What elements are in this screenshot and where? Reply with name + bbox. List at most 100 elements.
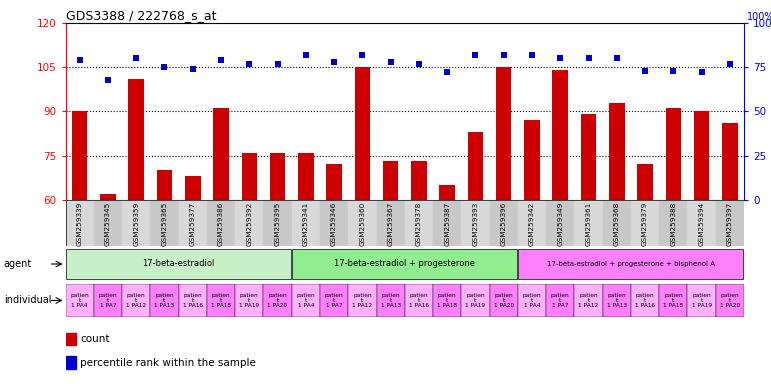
Text: patien
t
1 PA18: patien t 1 PA18 <box>663 293 683 308</box>
Bar <box>94 200 122 246</box>
Text: individual: individual <box>4 295 52 306</box>
Text: patien
t
1 PA20: patien t 1 PA20 <box>268 293 288 308</box>
Bar <box>581 114 596 200</box>
Bar <box>235 284 264 317</box>
Bar <box>518 249 743 279</box>
Bar <box>100 194 116 200</box>
Bar <box>665 108 681 200</box>
Bar <box>688 200 715 246</box>
Text: GSM259393: GSM259393 <box>473 202 479 246</box>
Bar <box>411 161 426 200</box>
Bar <box>207 200 235 246</box>
Bar <box>66 356 76 369</box>
Text: GSM259359: GSM259359 <box>133 202 140 246</box>
Bar <box>524 120 540 200</box>
Bar <box>383 161 399 200</box>
Bar <box>122 284 150 317</box>
Bar <box>66 249 291 279</box>
Bar <box>264 284 291 317</box>
Bar <box>348 200 376 246</box>
Text: patien
t
1 PA16: patien t 1 PA16 <box>635 293 655 308</box>
Bar <box>405 284 433 317</box>
Point <box>271 61 284 67</box>
Text: patien
t
1 PA13: patien t 1 PA13 <box>154 293 174 308</box>
Bar <box>694 111 709 200</box>
Bar <box>150 200 179 246</box>
Bar <box>291 284 320 317</box>
Text: GSM259377: GSM259377 <box>190 202 196 246</box>
Bar <box>179 200 207 246</box>
Bar <box>129 79 144 200</box>
Text: 17-beta-estradiol: 17-beta-estradiol <box>143 260 215 268</box>
Text: GSM259392: GSM259392 <box>246 202 252 246</box>
Text: patien
t
1 PA12: patien t 1 PA12 <box>352 293 372 308</box>
Bar <box>405 200 433 246</box>
Bar <box>355 67 370 200</box>
Point <box>328 59 340 65</box>
Bar <box>659 200 688 246</box>
Bar <box>320 200 348 246</box>
Text: GSM259397: GSM259397 <box>727 202 733 246</box>
Point <box>243 61 255 67</box>
Text: patien
t
1 PA20: patien t 1 PA20 <box>493 293 513 308</box>
Point <box>356 52 369 58</box>
Bar <box>72 111 87 200</box>
Text: GSM259345: GSM259345 <box>105 202 111 246</box>
Bar <box>638 164 653 200</box>
Point <box>554 55 567 61</box>
Text: 17-beta-estradiol + progesterone + bisphenol A: 17-beta-estradiol + progesterone + bisph… <box>547 261 715 267</box>
Bar <box>433 200 461 246</box>
Bar <box>439 185 455 200</box>
Text: patien
t
1 PA20: patien t 1 PA20 <box>720 293 740 308</box>
Text: GSM259394: GSM259394 <box>699 202 705 246</box>
Bar <box>292 249 517 279</box>
Point <box>441 70 453 76</box>
Point <box>611 55 623 61</box>
Text: patien
t
1 PA16: patien t 1 PA16 <box>183 293 203 308</box>
Text: GDS3388 / 222768_s_at: GDS3388 / 222768_s_at <box>66 9 216 22</box>
Text: GSM259368: GSM259368 <box>614 202 620 246</box>
Bar <box>574 284 603 317</box>
Bar <box>185 176 200 200</box>
Text: patien
t
1 PA19: patien t 1 PA19 <box>466 293 486 308</box>
Text: patien
t
1 PA19: patien t 1 PA19 <box>692 293 712 308</box>
Point <box>667 68 679 74</box>
Text: GSM259386: GSM259386 <box>218 202 224 246</box>
Bar <box>320 284 348 317</box>
Text: GSM259349: GSM259349 <box>557 202 564 246</box>
Bar <box>603 284 631 317</box>
Bar <box>715 200 744 246</box>
Text: patien
t
1 PA18: patien t 1 PA18 <box>211 293 231 308</box>
Text: GSM259342: GSM259342 <box>529 202 535 246</box>
Bar <box>298 152 314 200</box>
Bar <box>490 284 518 317</box>
Bar <box>546 200 574 246</box>
Text: GSM259365: GSM259365 <box>161 202 167 246</box>
Point <box>215 57 227 63</box>
Bar <box>150 284 179 317</box>
Bar <box>66 284 94 317</box>
Text: patien
t
1 PA13: patien t 1 PA13 <box>381 293 401 308</box>
Point <box>639 68 651 74</box>
Text: patien
t
1 PA7: patien t 1 PA7 <box>99 293 117 308</box>
Text: agent: agent <box>4 259 32 269</box>
Point <box>695 70 708 76</box>
Text: GSM259395: GSM259395 <box>274 202 281 246</box>
Text: patien
t
1 PA4: patien t 1 PA4 <box>70 293 89 308</box>
Text: patien
t
1 PA19: patien t 1 PA19 <box>239 293 259 308</box>
Bar <box>553 70 568 200</box>
Point <box>385 59 397 65</box>
Point <box>412 61 425 67</box>
Text: GSM259378: GSM259378 <box>416 202 422 246</box>
Text: patien
t
1 PA18: patien t 1 PA18 <box>437 293 457 308</box>
Text: 17-beta-estradiol + progesterone: 17-beta-estradiol + progesterone <box>335 260 475 268</box>
Text: patien
t
1 PA7: patien t 1 PA7 <box>551 293 570 308</box>
Point <box>130 55 143 61</box>
Bar <box>659 284 688 317</box>
Text: patien
t
1 PA7: patien t 1 PA7 <box>325 293 343 308</box>
Text: percentile rank within the sample: percentile rank within the sample <box>80 358 256 367</box>
Bar <box>496 67 511 200</box>
Point <box>300 52 312 58</box>
Bar <box>235 200 264 246</box>
Bar <box>326 164 342 200</box>
